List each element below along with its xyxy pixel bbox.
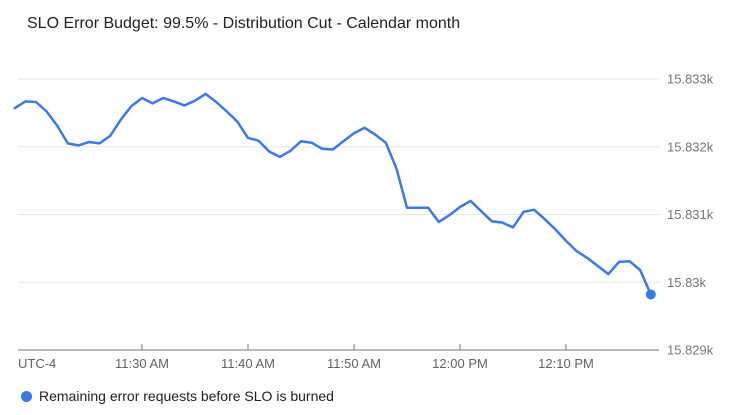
series-line[interactable]: [13, 92, 653, 296]
x-tick-label: 12:10 PM: [538, 356, 594, 371]
y-tick-label: 15.83k: [667, 275, 707, 290]
y-tick-label: 15.831k: [667, 207, 714, 222]
legend-series-label: Remaining error requests before SLO is b…: [39, 388, 334, 404]
x-tick-label: 12:00 PM: [432, 356, 488, 371]
legend-item[interactable]: Remaining error requests before SLO is b…: [21, 387, 334, 405]
x-axis-timezone-label: UTC-4: [18, 356, 56, 371]
x-tick-label: 11:40 AM: [221, 356, 275, 371]
legend-series-marker-icon: [21, 390, 32, 402]
series-endpoint-dot: [645, 289, 656, 300]
y-tick-label: 15.829k: [667, 343, 714, 358]
x-tick-label: 11:30 AM: [115, 356, 169, 371]
chart-title: SLO Error Budget: 99.5% - Distribution C…: [27, 15, 461, 32]
y-tick-label: 15.832k: [667, 139, 714, 154]
y-tick-label: 15.833k: [667, 72, 714, 87]
x-tick-label: 11:50 AM: [327, 356, 381, 371]
